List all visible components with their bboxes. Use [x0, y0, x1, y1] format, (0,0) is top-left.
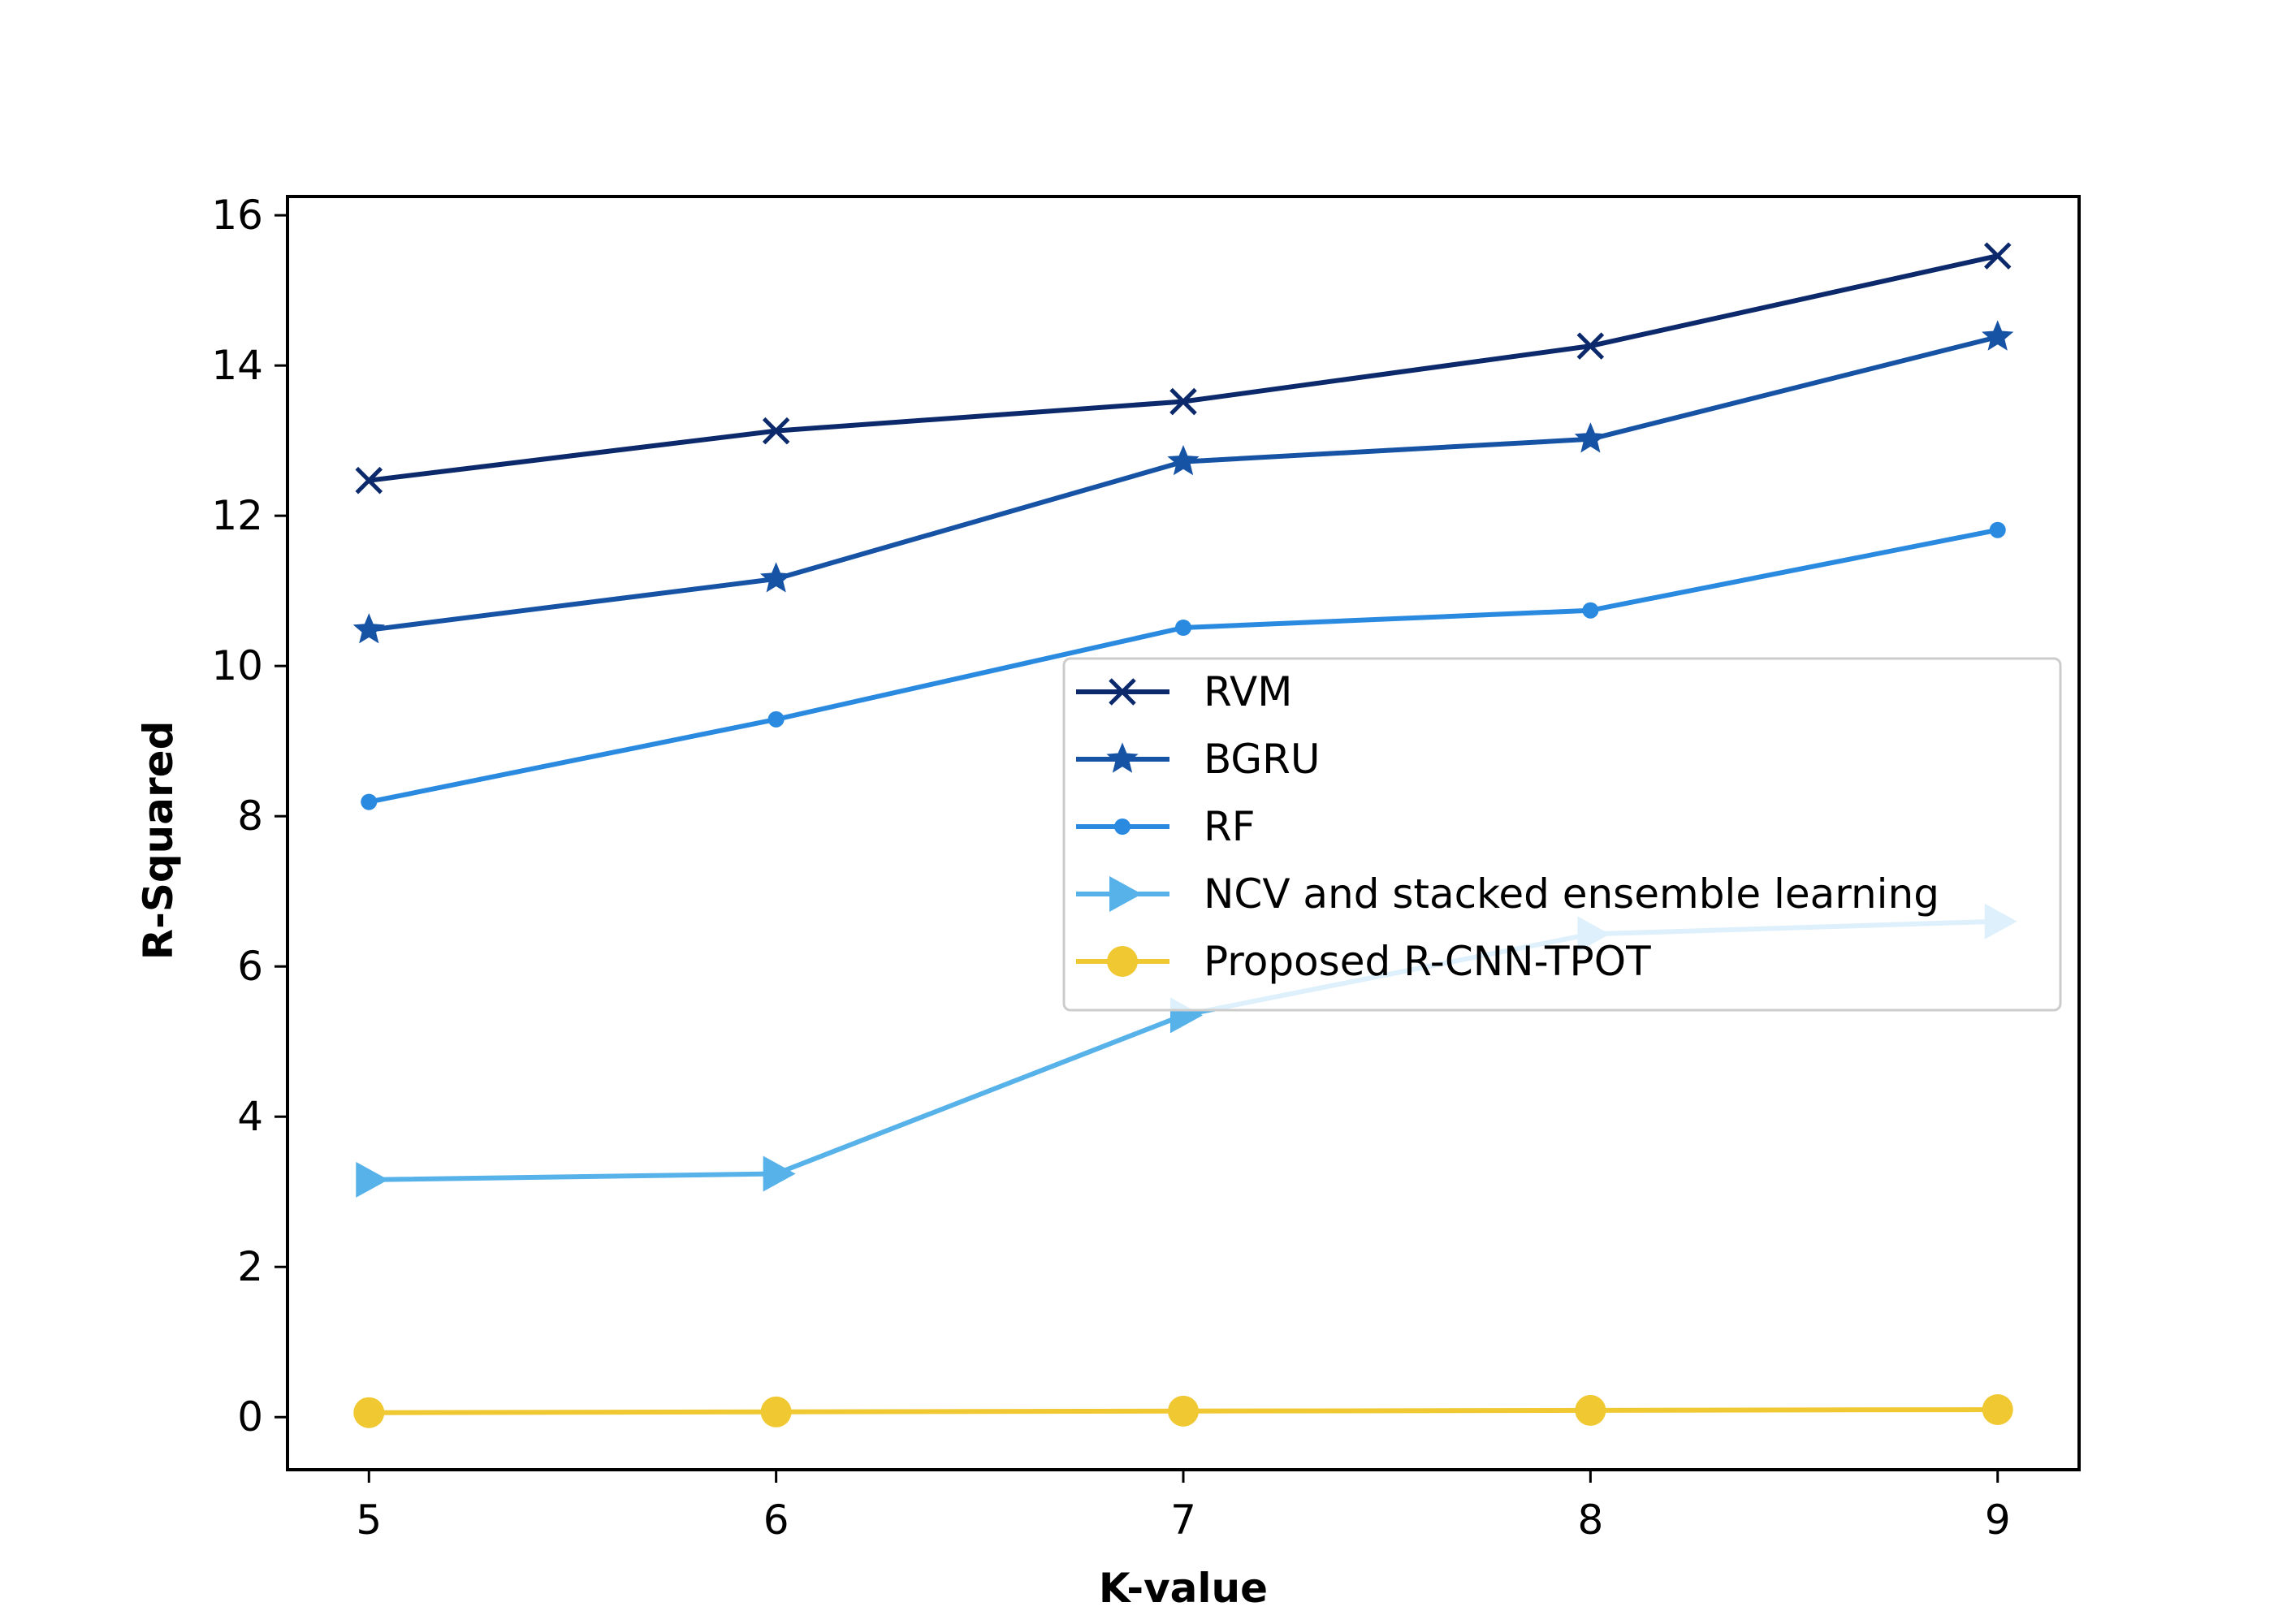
data-point — [1982, 1393, 2013, 1425]
data-point — [1576, 332, 1605, 360]
series-proposed-r-cnn-tpot — [353, 1393, 2013, 1428]
y-tick-label: 6 — [237, 943, 263, 990]
legend-entry-bgru: BGRU — [1076, 736, 1321, 783]
y-tick-label: 0 — [237, 1393, 263, 1440]
data-point — [763, 1155, 796, 1192]
x-tick-label: 9 — [1985, 1497, 2011, 1544]
y-tick-label: 8 — [237, 793, 263, 840]
data-point — [1574, 422, 1607, 453]
data-point — [1575, 1394, 1606, 1426]
data-point — [767, 710, 785, 728]
x-tick-label: 8 — [1577, 1497, 1603, 1544]
data-point — [1169, 387, 1197, 416]
legend-marker — [1114, 818, 1131, 835]
legend-marker — [1109, 876, 1142, 912]
data-point — [356, 1161, 389, 1198]
data-point — [355, 466, 383, 495]
series-bgru — [352, 320, 2014, 644]
series-rvm — [355, 242, 2012, 495]
data-point — [762, 417, 790, 445]
x-axis: 5 6 7 8 9 — [356, 1470, 2011, 1544]
y-tick-label: 12 — [211, 492, 263, 539]
legend-marker — [1106, 742, 1139, 773]
data-point — [1175, 619, 1191, 636]
y-axis: 0 2 4 6 8 10 12 14 16 — [211, 192, 287, 1440]
y-tick-label: 10 — [211, 642, 263, 689]
legend-entry-ncv-and-stacked-ensemble-learning: NCV and stacked ensemble learning — [1076, 870, 1939, 918]
series-rf — [361, 521, 2006, 810]
x-tick-label: 5 — [356, 1497, 382, 1544]
y-tick-label: 14 — [211, 342, 263, 389]
x-tick-label: 7 — [1170, 1497, 1196, 1544]
x-axis-label: K-value — [1099, 1565, 1268, 1612]
data-point — [352, 613, 385, 644]
legend-marker — [1107, 946, 1138, 977]
legend: RVM BGRU RF NCV and stacked ensemble learni… — [1062, 657, 2062, 1012]
data-point — [1982, 320, 2014, 351]
legend-entry-rvm: RVM — [1076, 668, 1292, 715]
data-point — [1582, 602, 1599, 619]
legend-label: RVM — [1204, 668, 1292, 715]
legend-box — [1062, 657, 2062, 1012]
x-tick-label: 6 — [763, 1497, 789, 1544]
legend-entry-rf: RF — [1076, 803, 1256, 850]
legend-label: RF — [1204, 803, 1256, 850]
y-tick-label: 2 — [237, 1243, 263, 1290]
y-tick-label: 4 — [237, 1093, 263, 1140]
data-point — [759, 562, 793, 593]
data-point — [361, 793, 378, 810]
data-point — [1168, 1395, 1199, 1427]
data-point — [1167, 444, 1200, 476]
legend-marker — [1109, 678, 1136, 706]
legend-label: NCV and stacked ensemble learning — [1204, 870, 1939, 918]
data-point — [760, 1396, 792, 1427]
data-point — [1989, 521, 2006, 538]
legend-label: Proposed R-CNN-TPOT — [1204, 938, 1651, 985]
y-axis-label: R-Squared — [135, 721, 182, 961]
y-tick-label: 16 — [211, 192, 263, 239]
legend-entry-proposed-r-cnn-tpot: Proposed R-CNN-TPOT — [1076, 938, 1651, 985]
data-point — [353, 1397, 385, 1428]
legend-label: BGRU — [1204, 736, 1321, 783]
data-point — [1983, 242, 2012, 270]
